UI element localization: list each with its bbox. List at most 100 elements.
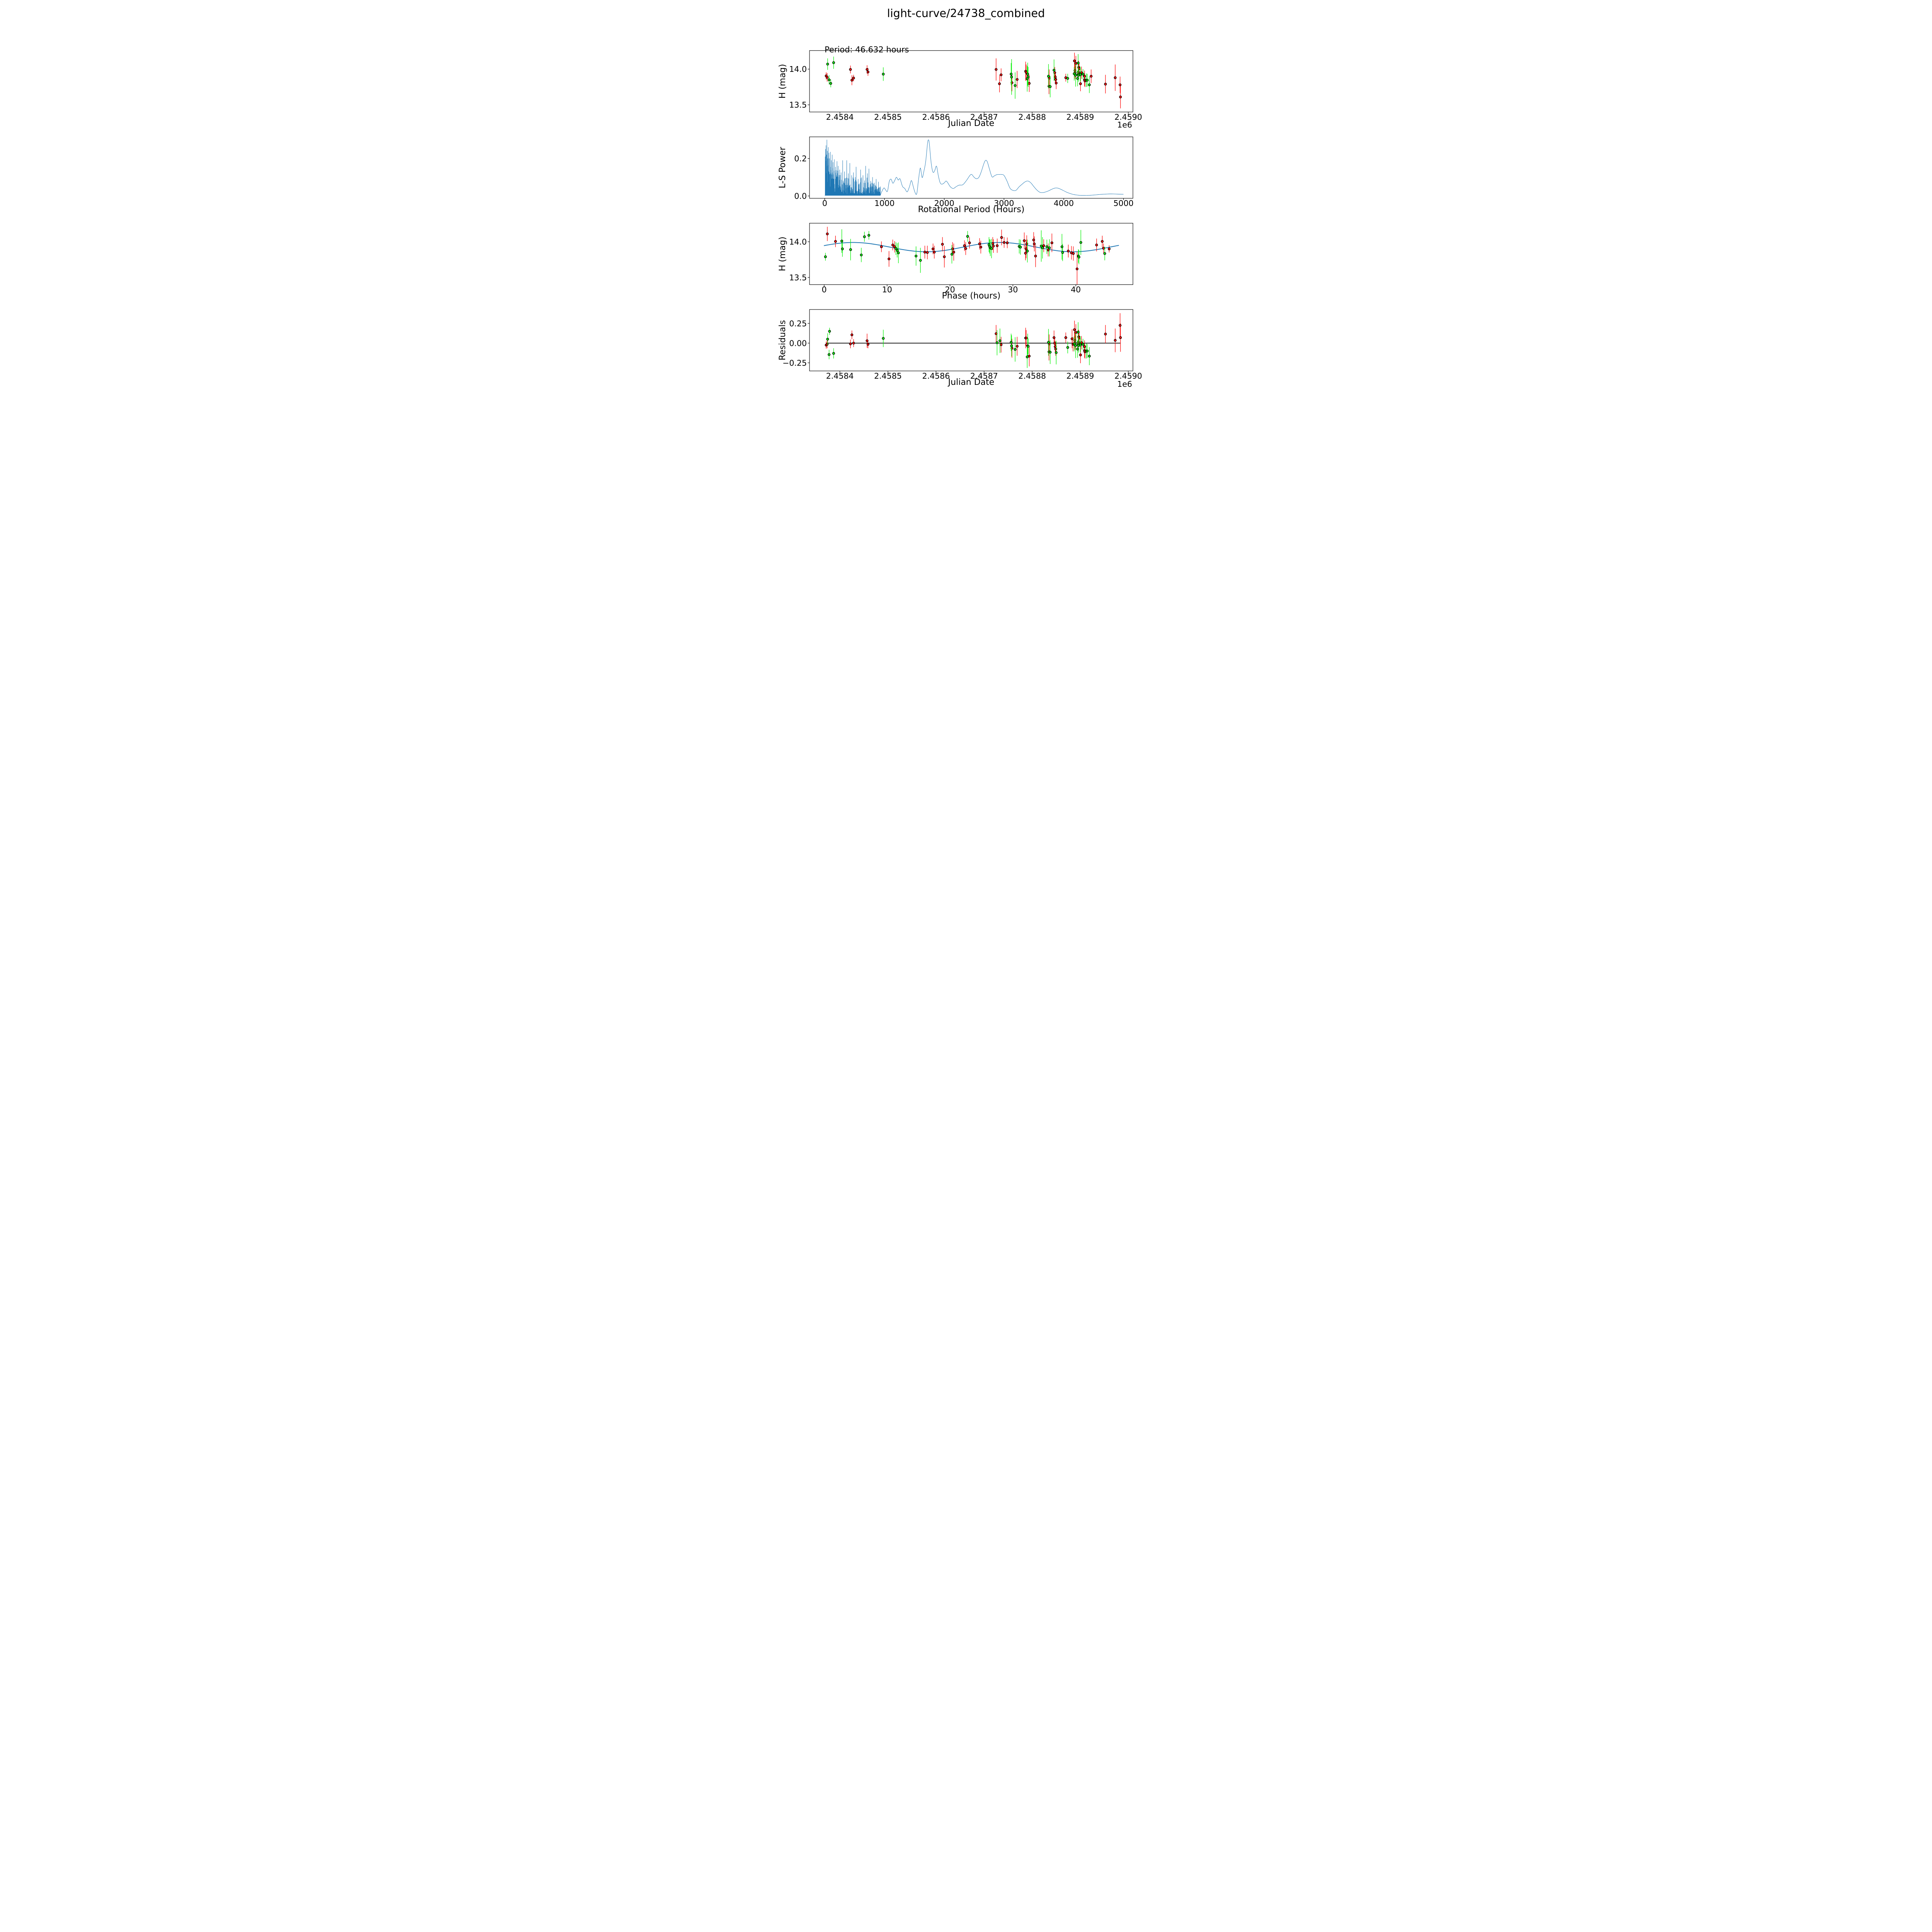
- x-tick-label: 2.4589: [1066, 112, 1094, 122]
- data-point-green: [832, 61, 835, 64]
- data-point-red: [1075, 267, 1079, 270]
- data-point-green: [1079, 241, 1082, 244]
- data-point-red: [1083, 75, 1086, 78]
- data-point-green: [1088, 355, 1091, 358]
- data-point-green: [1026, 77, 1029, 80]
- data-point-red: [1107, 247, 1111, 250]
- data-point-green: [1077, 61, 1080, 65]
- data-point-green: [1086, 78, 1089, 82]
- data-point-green: [1026, 355, 1029, 359]
- data-point-red: [1000, 343, 1003, 346]
- data-point-red: [826, 232, 829, 235]
- axes-frame-panel-3: [809, 223, 1133, 285]
- x-tick-label: 4000: [1054, 199, 1074, 208]
- data-point-red: [1064, 336, 1067, 339]
- y-tick-label: 0.2: [794, 154, 807, 163]
- data-point-green: [1074, 344, 1077, 347]
- data-point-red: [1054, 75, 1057, 78]
- x-tick-label: 10: [882, 285, 892, 294]
- data-point-green: [1086, 349, 1089, 352]
- data-point-red: [1054, 78, 1057, 81]
- data-point-green: [1014, 84, 1017, 87]
- y-tick-label: 0.0: [794, 191, 807, 201]
- data-point-green: [1045, 245, 1048, 248]
- data-point-green: [849, 248, 852, 251]
- data-point-green: [895, 247, 898, 250]
- data-point-red: [1033, 242, 1036, 245]
- data-point-red: [1102, 247, 1105, 250]
- data-point-red: [1083, 345, 1086, 348]
- data-point-red: [1025, 337, 1028, 340]
- figure-canvas: 2.4584 2.4585 2.4586 2.4587 2.4588 2.4589 2.45…: [778, 7, 1142, 389]
- x-tick-label: 1000: [874, 199, 895, 208]
- axes-frame-panel-2: [809, 136, 1133, 199]
- data-point-green: [1047, 341, 1050, 344]
- data-point-red: [1042, 244, 1045, 247]
- panel-data-phased_light_curve: [824, 226, 1119, 285]
- data-point-red: [1047, 248, 1050, 252]
- panel-data-light_curve: [825, 53, 1122, 109]
- data-point-green: [1027, 345, 1030, 348]
- x-tick-label: 0: [822, 199, 827, 208]
- data-point-red: [834, 240, 837, 243]
- data-point-green: [919, 259, 922, 262]
- panel4-x-offset-label: 1e6: [1117, 379, 1132, 389]
- data-point-red: [850, 333, 854, 337]
- periodogram-line: [825, 139, 1124, 196]
- data-point-red: [866, 70, 869, 73]
- panel1-x-offset-label: 1e6: [1117, 120, 1132, 129]
- data-point-red: [826, 343, 829, 346]
- data-point-red: [991, 242, 994, 245]
- data-point-red: [1114, 76, 1117, 79]
- data-point-green: [1066, 77, 1069, 80]
- x-tick-label: 40: [1071, 285, 1081, 294]
- data-point-red: [891, 243, 895, 247]
- panel-data-periodogram: [825, 139, 1124, 196]
- data-point-green: [832, 352, 835, 355]
- data-point-green: [1010, 75, 1013, 78]
- data-point-red: [992, 245, 995, 248]
- x-tick-label: 2.4586: [922, 371, 950, 381]
- data-point-green: [1049, 85, 1052, 88]
- x-tick-label: 20: [945, 285, 955, 294]
- data-point-green: [966, 235, 969, 238]
- data-point-red: [964, 247, 967, 250]
- panel4-yaxis-label: Residuals: [778, 320, 787, 360]
- x-tick-label: 2.4588: [1018, 371, 1046, 381]
- data-point-red: [943, 255, 946, 259]
- data-point-red: [1073, 328, 1076, 331]
- data-point-red: [941, 243, 944, 246]
- panel2-xaxis-label: Rotational Period (Hours): [918, 205, 1025, 214]
- data-point-red: [1074, 62, 1077, 65]
- data-point-green: [863, 235, 866, 238]
- x-tick-label: 2.4589: [1066, 371, 1094, 381]
- x-tick-label: 2.4584: [826, 112, 854, 122]
- data-point-green: [1040, 245, 1043, 248]
- data-point-red: [1023, 239, 1026, 242]
- figure-title: light-curve/24738_combined: [887, 7, 1045, 20]
- data-point-green: [1010, 73, 1013, 76]
- data-point-green: [995, 341, 998, 344]
- panel3-xaxis-label: Phase (hours): [942, 291, 1001, 301]
- data-point-green: [882, 73, 885, 76]
- data-point-green: [1026, 250, 1029, 253]
- data-point-green: [1076, 347, 1079, 350]
- data-point-red: [1104, 83, 1107, 86]
- data-point-red: [1070, 337, 1074, 340]
- axes-frame-panel-4: [809, 309, 1133, 371]
- panel1-xaxis-label: Julian Date: [947, 119, 995, 128]
- data-point-red: [880, 245, 883, 248]
- light-curve-figure: 2.4584 2.4585 2.4586 2.4587 2.4588 2.4589 2.45…: [757, 0, 1175, 417]
- data-point-red: [1101, 240, 1104, 243]
- data-point-red: [963, 244, 966, 247]
- data-point-green: [826, 63, 829, 66]
- data-point-green: [840, 240, 844, 243]
- data-point-green: [990, 247, 993, 250]
- data-point-red: [1067, 250, 1070, 253]
- data-point-red: [1104, 332, 1107, 336]
- data-point-red: [1015, 78, 1019, 81]
- data-point-red: [866, 343, 869, 346]
- data-point-green: [1010, 341, 1013, 344]
- data-point-green: [826, 338, 829, 341]
- data-point-red: [1119, 324, 1122, 327]
